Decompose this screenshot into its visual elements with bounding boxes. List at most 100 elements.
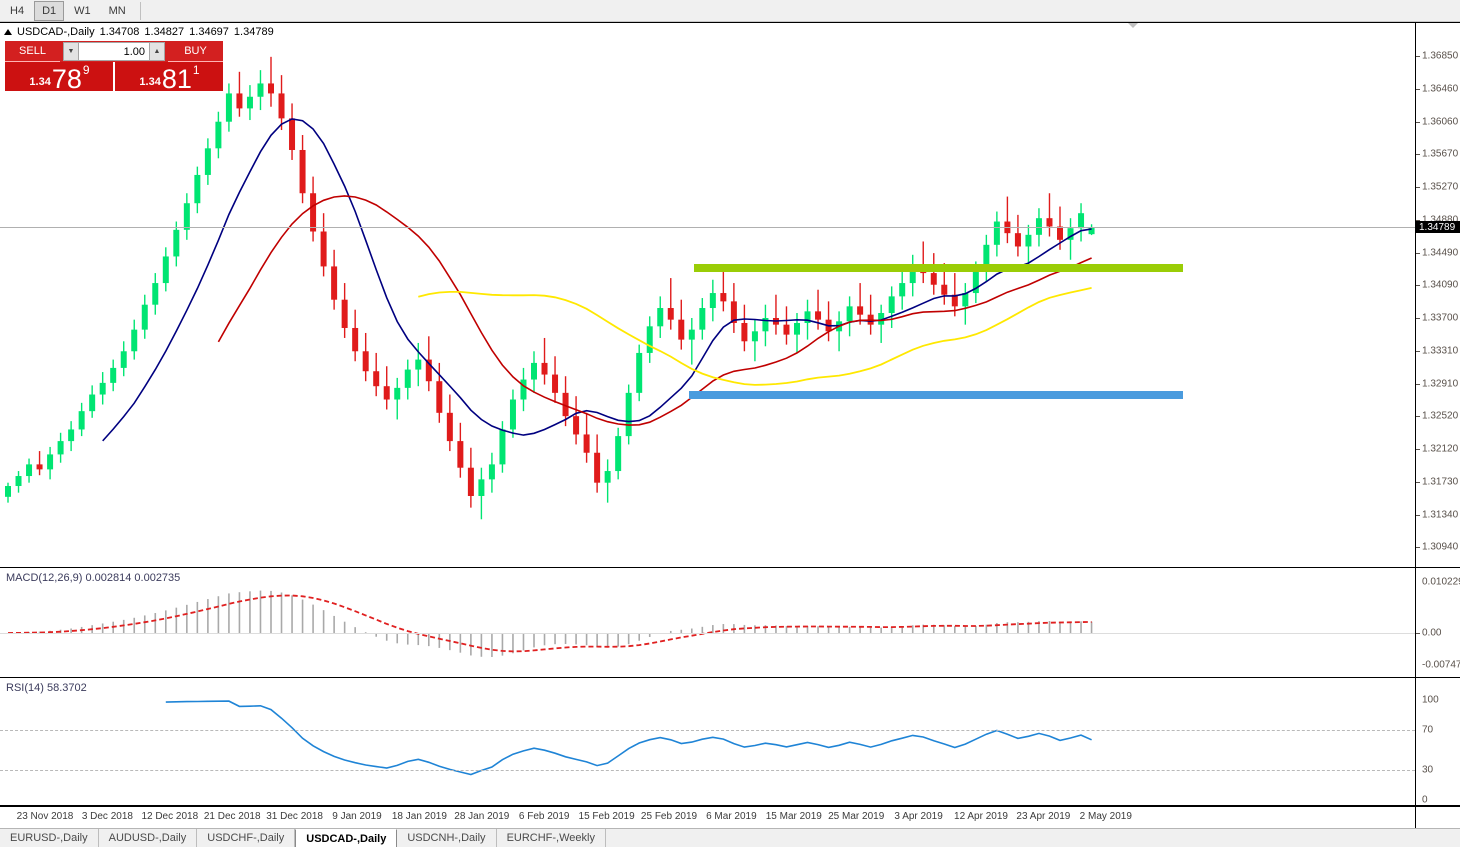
macd-scale-tick bbox=[1416, 633, 1420, 634]
candlestick-chart bbox=[5, 56, 1095, 520]
timeframe-button-mn[interactable]: MN bbox=[108, 4, 126, 17]
price-scale-tick bbox=[1416, 187, 1420, 188]
price-scale[interactable]: 1.34789 1.36850 1.36460 1.36060 1.35670 1.35… bbox=[1415, 23, 1460, 567]
rsi-pane[interactable]: RSI(14) 58.3702 100 70 30 0 bbox=[0, 678, 1460, 806]
macd-title: MACD(12,26,9) 0.002814 0.002735 bbox=[6, 572, 181, 584]
chart-tab[interactable]: USDCHF-,Daily bbox=[197, 829, 296, 847]
price-scale-label: 1.33310 bbox=[1422, 345, 1459, 357]
macd-scale-label: 0.010229 bbox=[1422, 576, 1460, 588]
volume-stepper[interactable]: ▼ 1.00 ▲ bbox=[60, 41, 168, 62]
sell-price-display[interactable]: 1.34 78 9 bbox=[5, 62, 113, 91]
volume-decrement-icon[interactable]: ▼ bbox=[63, 42, 79, 61]
price-scale-label: 1.34490 bbox=[1422, 247, 1459, 258]
macd-chart bbox=[7, 590, 1093, 657]
price-scale-tick bbox=[1416, 514, 1420, 516]
buy-button[interactable]: BUY bbox=[168, 41, 223, 62]
volume-input[interactable]: 1.00 bbox=[79, 42, 149, 61]
collapse-triangle-icon[interactable] bbox=[4, 29, 12, 35]
chart-frame: USDCAD-,Daily 1.34708 1.34827 1.34697 1.… bbox=[0, 22, 1460, 828]
price-scale-label: 1.33700 bbox=[1422, 312, 1459, 324]
timeframe-button-w1[interactable]: W1 bbox=[74, 4, 91, 17]
trade-panel-top-row: SELL ▼ 1.00 ▲ BUY bbox=[5, 41, 223, 62]
timeframe-button-d1[interactable]: D1 bbox=[34, 0, 65, 21]
date-axis-label: 18 Jan 2019 bbox=[391, 811, 447, 822]
price-scale-tick bbox=[1416, 252, 1420, 254]
price-scale-tick bbox=[1416, 154, 1420, 156]
price-scale-label: 1.31340 bbox=[1422, 509, 1459, 520]
price-scale-tick bbox=[1416, 88, 1420, 90]
sell-price-main: 78 bbox=[51, 64, 82, 92]
date-axis-label: 31 Dec 2018 bbox=[266, 811, 323, 822]
price-scale-tick bbox=[1416, 481, 1420, 483]
date-axis-label: 2 May 2019 bbox=[1079, 811, 1132, 822]
timeframe-button-h4[interactable]: H4 bbox=[10, 4, 25, 17]
date-axis-label: 23 Nov 2018 bbox=[16, 811, 74, 822]
chart-tab-active[interactable]: USDCAD-,Daily bbox=[295, 829, 398, 847]
price-scale-tick bbox=[1416, 547, 1420, 549]
buy-price-display[interactable]: 1.34 81 1 bbox=[115, 62, 223, 91]
rsi-scale: 100 70 30 0 bbox=[1415, 678, 1460, 805]
rsi-scale-label: 30 bbox=[1422, 764, 1434, 776]
date-axis-label: 6 Mar 2019 bbox=[706, 811, 757, 822]
timeframe-toolbar: H4 D1 W1 MN bbox=[0, 0, 1460, 22]
buy-price-prefix: 1.34 bbox=[139, 76, 161, 88]
chart-tab[interactable]: EURCHF-,Weekly bbox=[496, 829, 606, 847]
price-scale-label: 1.34880 bbox=[1422, 214, 1459, 226]
date-axis-label: 25 Feb 2019 bbox=[640, 811, 698, 822]
date-axis-label: 21 Dec 2018 bbox=[203, 811, 261, 822]
date-axis-label: 9 Jan 2019 bbox=[332, 811, 382, 822]
price-scale-label: 1.35670 bbox=[1422, 148, 1459, 160]
price-scale-tick bbox=[1416, 449, 1420, 450]
date-axis-label: 15 Feb 2019 bbox=[578, 811, 635, 822]
date-axis-label: 3 Dec 2018 bbox=[81, 811, 133, 822]
toolbar-divider bbox=[139, 1, 141, 20]
chart-tab[interactable]: EURUSD-,Daily bbox=[0, 829, 99, 847]
price-scale-label: 1.36060 bbox=[1422, 116, 1459, 127]
price-pane[interactable]: USDCAD-,Daily 1.34708 1.34827 1.34697 1.… bbox=[0, 23, 1460, 568]
rsi-scale-label: 100 bbox=[1422, 694, 1439, 706]
price-scale-tick bbox=[1416, 219, 1420, 221]
scroll-position-marker-icon[interactable] bbox=[1128, 23, 1138, 28]
rsi-overbought-line bbox=[0, 730, 1415, 731]
price-scale-tick bbox=[1416, 416, 1420, 418]
price-scale-tick bbox=[1416, 318, 1420, 319]
current-price-line bbox=[0, 227, 1415, 229]
resistance-level-band[interactable] bbox=[694, 264, 1183, 273]
trade-panel-prices: 1.34 78 9 1.34 81 1 bbox=[5, 62, 223, 91]
macd-scale-label: -0.007473 bbox=[1422, 659, 1460, 671]
date-axis-label: 28 Jan 2019 bbox=[454, 811, 510, 822]
ohlc-high: 1.34827 bbox=[144, 26, 185, 38]
rsi-title: RSI(14) 58.3702 bbox=[6, 682, 87, 694]
date-axis-label: 6 Feb 2019 bbox=[518, 811, 570, 822]
price-scale-label: 1.32520 bbox=[1422, 410, 1459, 422]
volume-increment-icon[interactable]: ▲ bbox=[149, 42, 165, 61]
chart-tab[interactable]: USDCNH-,Daily bbox=[397, 829, 497, 847]
price-scale-label: 1.32910 bbox=[1422, 378, 1459, 389]
rsi-chart bbox=[165, 700, 1092, 776]
macd-pane[interactable]: MACD(12,26,9) 0.002814 0.002735 0.010229… bbox=[0, 568, 1460, 678]
one-click-trading-panel[interactable]: SELL ▼ 1.00 ▲ BUY 1.34 78 9 1.34 bbox=[5, 41, 223, 91]
macd-zero-line bbox=[0, 633, 1415, 634]
price-scale-label: 1.34090 bbox=[1422, 279, 1459, 291]
date-axis[interactable]: 23 Nov 2018 3 Dec 2018 12 Dec 2018 21 Dec 2… bbox=[0, 806, 1415, 828]
chart-tab[interactable]: AUDUSD-,Daily bbox=[98, 829, 198, 847]
rsi-plot-area[interactable] bbox=[0, 678, 1415, 805]
chart-tab-bar[interactable]: EURUSD-,Daily AUDUSD-,Daily USDCHF-,Daily U… bbox=[0, 828, 1460, 847]
price-scale-tick bbox=[1416, 121, 1420, 123]
sell-button[interactable]: SELL bbox=[5, 41, 60, 62]
date-axis-label: 23 Apr 2019 bbox=[1016, 811, 1071, 822]
macd-plot-area[interactable] bbox=[0, 568, 1415, 677]
price-scale-label: 1.36460 bbox=[1422, 83, 1459, 95]
sell-price-fraction: 9 bbox=[82, 63, 90, 77]
rsi-scale-label: 0 bbox=[1422, 794, 1428, 806]
support-level-band[interactable] bbox=[689, 390, 1183, 399]
date-axis-label: 12 Dec 2018 bbox=[141, 811, 199, 822]
price-scale-tick bbox=[1416, 383, 1420, 385]
price-scale-label: 1.31730 bbox=[1422, 476, 1459, 488]
macd-scale: 0.010229 0.00 -0.007473 bbox=[1415, 568, 1460, 677]
axis-corner bbox=[1415, 806, 1460, 828]
date-axis-label: 15 Mar 2019 bbox=[765, 811, 822, 822]
date-axis-label: 3 Apr 2019 bbox=[894, 811, 943, 822]
price-plot-area[interactable] bbox=[0, 23, 1415, 567]
